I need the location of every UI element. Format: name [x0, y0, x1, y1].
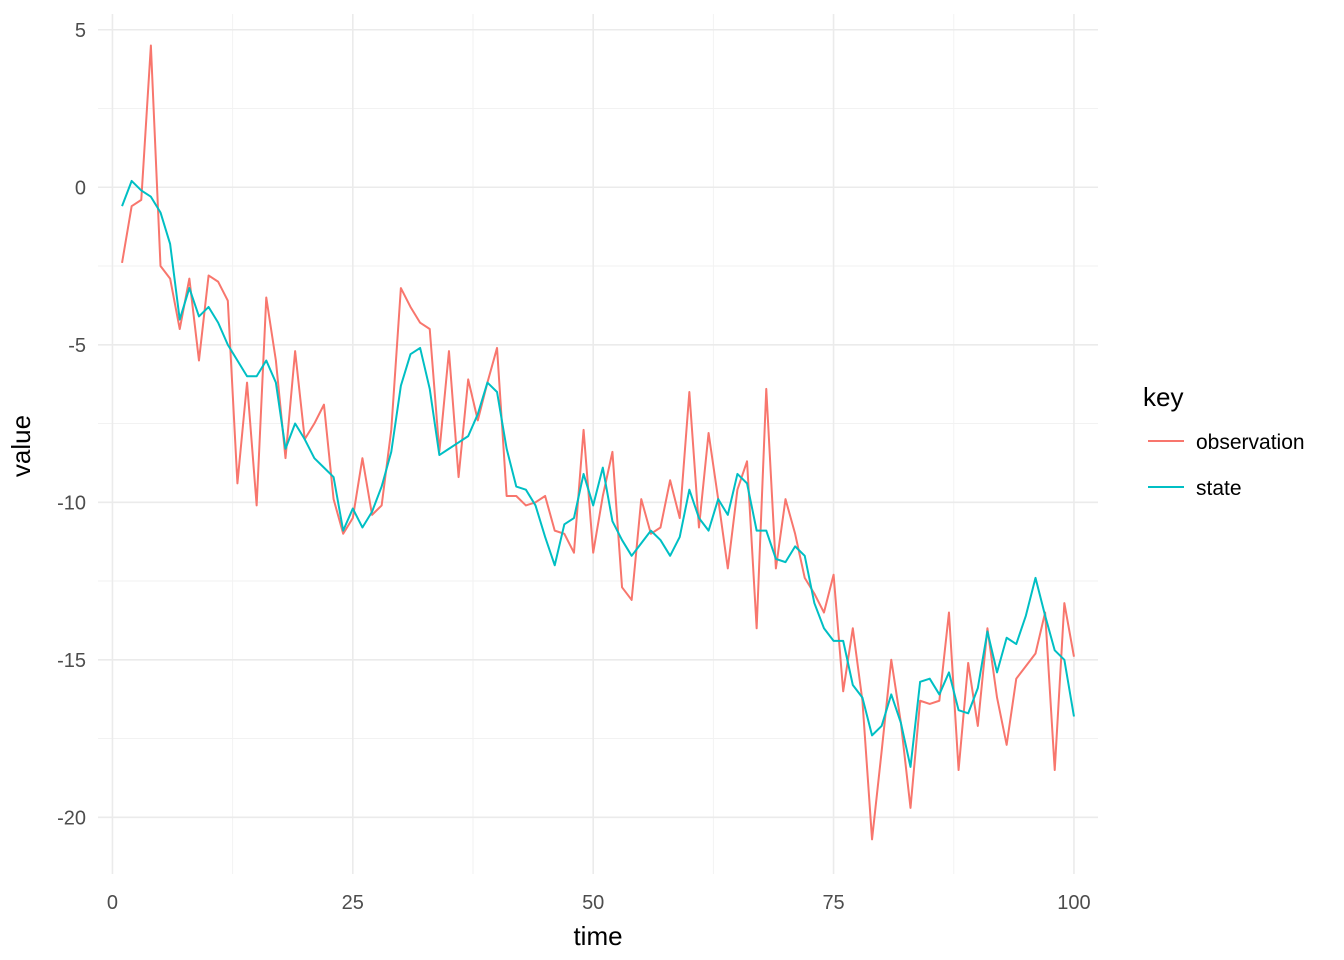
x-tick-label: 100 — [1057, 892, 1090, 914]
x-tick-label: 50 — [582, 892, 604, 914]
legend-items: observation state — [1148, 431, 1305, 500]
legend-item-state: state — [1148, 477, 1242, 500]
series-line-observation — [121, 44, 1075, 841]
y-axis-title: value — [6, 415, 36, 477]
y-axis-tick-labels: 5 0 -5 -10 -15 -20 — [57, 20, 86, 830]
y-tick-label: -10 — [57, 492, 86, 514]
y-tick-label: -5 — [68, 335, 86, 357]
y-tick-label: 0 — [75, 177, 86, 199]
legend-title: key — [1143, 382, 1183, 412]
x-tick-label: 25 — [342, 892, 364, 914]
legend-label-observation: observation — [1196, 431, 1305, 454]
legend: key observation state — [1143, 382, 1305, 500]
major-gridlines — [98, 14, 1098, 874]
legend-label-state: state — [1196, 477, 1242, 500]
y-tick-label: -20 — [57, 807, 86, 829]
x-tick-label: 0 — [107, 892, 118, 914]
series-lines — [121, 44, 1075, 841]
x-tick-label: 75 — [822, 892, 844, 914]
x-axis-tick-labels: 0 25 50 75 100 — [107, 892, 1091, 914]
x-axis-title: time — [573, 921, 622, 951]
series-line-state — [121, 179, 1075, 768]
minor-gridlines — [98, 14, 1098, 874]
y-tick-label: 5 — [75, 20, 86, 42]
legend-item-observation: observation — [1148, 431, 1305, 454]
y-tick-label: -15 — [57, 650, 86, 672]
